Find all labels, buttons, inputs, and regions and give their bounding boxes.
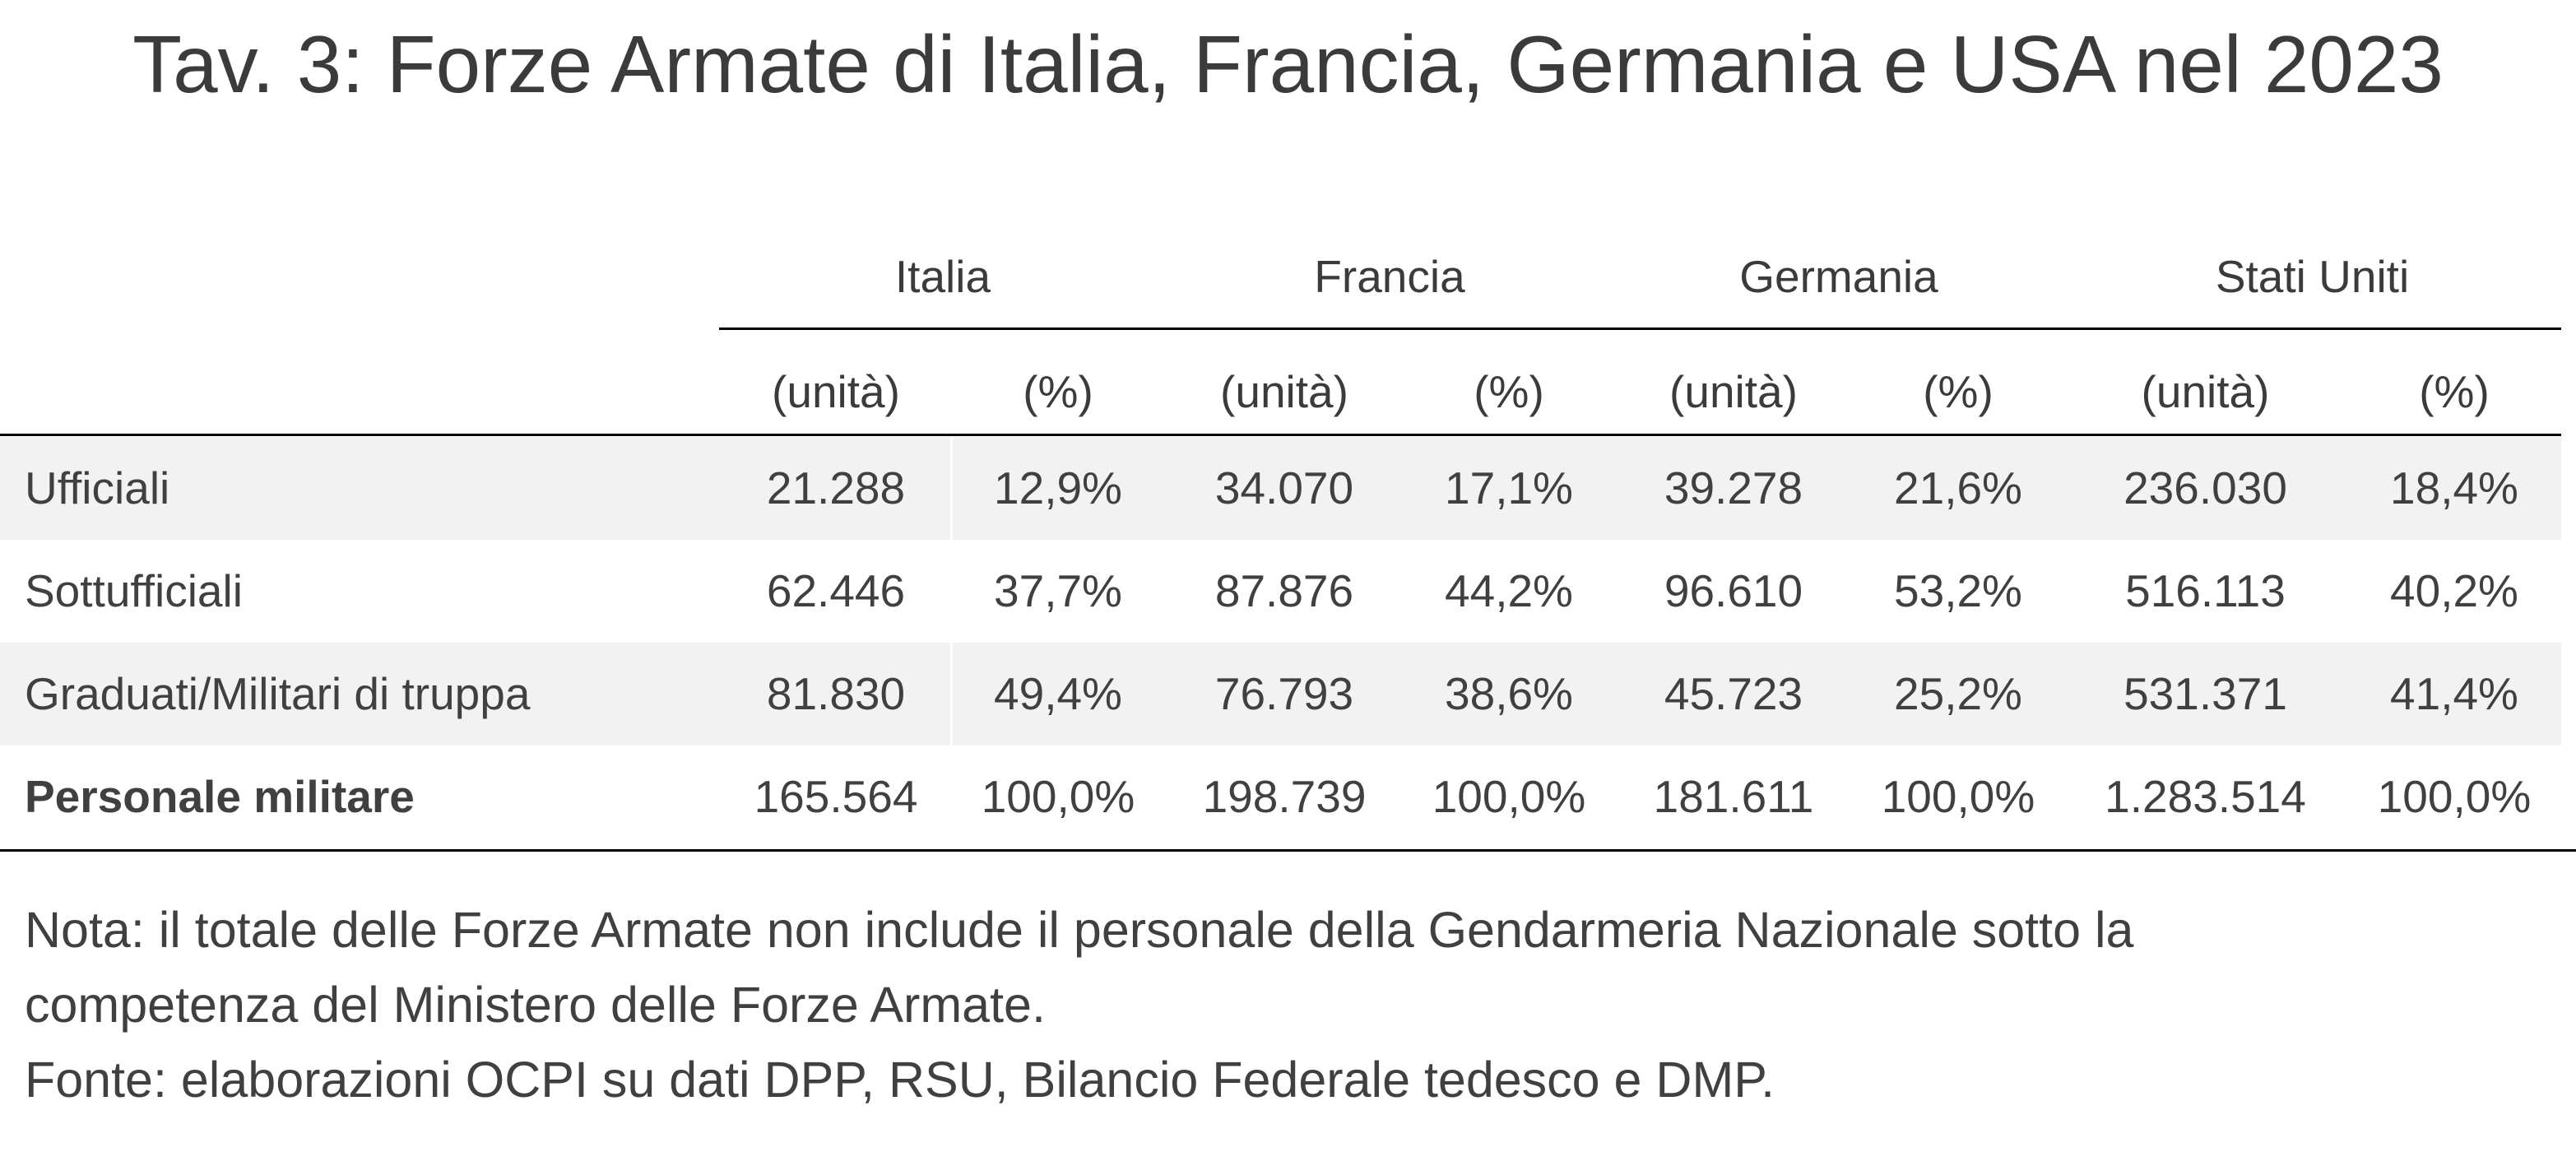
country-header-italia: Italia bbox=[894, 251, 991, 302]
cell-francia-units: 198.739 bbox=[1202, 771, 1367, 822]
table-row-graduati: Graduati/Militari di truppa 81.830 49,4%… bbox=[0, 643, 2561, 746]
column-separator bbox=[950, 643, 953, 746]
cell-francia-units: 34.070 bbox=[1214, 462, 1354, 513]
cell-francia-units: 87.876 bbox=[1214, 565, 1354, 616]
table-bottom-rule bbox=[0, 849, 2576, 852]
cell-francia-pct: 17,1% bbox=[1445, 462, 1573, 513]
country-header-stati-uniti: Stati Uniti bbox=[2215, 251, 2410, 302]
country-header-francia: Francia bbox=[1314, 251, 1465, 302]
row-label: Graduati/Militari di truppa bbox=[25, 668, 531, 719]
table-row-sottufficiali: Sottufficiali 62.446 37,7% 87.876 44,2% … bbox=[0, 540, 2561, 643]
cell-usa-pct: 100,0% bbox=[2377, 771, 2532, 822]
header-rule bbox=[719, 327, 2561, 330]
cell-italia-units: 62.446 bbox=[766, 565, 906, 616]
page-title: Tav. 3: Forze Armate di Italia, Francia,… bbox=[132, 19, 2444, 109]
subheader-germania-pct: (%) bbox=[1923, 366, 1993, 417]
cell-francia-pct: 44,2% bbox=[1445, 565, 1573, 616]
cell-germania-pct: 21,6% bbox=[1894, 462, 2022, 513]
cell-germania-units: 45.723 bbox=[1664, 668, 1803, 719]
cell-italia-pct: 100,0% bbox=[981, 771, 1135, 822]
source-line: Fonte: elaborazioni OCPI su dati DPP, RS… bbox=[25, 1052, 1775, 1108]
cell-italia-pct: 12,9% bbox=[994, 462, 1122, 513]
cell-germania-pct: 100,0% bbox=[1881, 771, 2035, 822]
subheader-germania-units: (unità) bbox=[1669, 366, 1798, 417]
cell-francia-pct: 100,0% bbox=[1432, 771, 1586, 822]
cell-germania-units: 96.610 bbox=[1664, 565, 1803, 616]
cell-germania-pct: 25,2% bbox=[1894, 668, 2022, 719]
cell-francia-units: 76.793 bbox=[1214, 668, 1354, 719]
note-line: competenza del Ministero delle Forze Arm… bbox=[25, 977, 1046, 1033]
cell-usa-units: 516.113 bbox=[2125, 565, 2286, 616]
cell-germania-pct: 53,2% bbox=[1894, 565, 2022, 616]
cell-germania-units: 181.611 bbox=[1653, 771, 1814, 822]
cell-usa-units: 236.030 bbox=[2123, 462, 2287, 513]
cell-italia-units: 165.564 bbox=[754, 771, 918, 822]
cell-usa-units: 1.283.514 bbox=[2105, 771, 2306, 822]
subheader-rule bbox=[0, 434, 2561, 436]
subheader-francia-units: (unità) bbox=[1220, 366, 1348, 417]
subheader-italia-pct: (%) bbox=[1023, 366, 1093, 417]
cell-francia-pct: 38,6% bbox=[1445, 668, 1573, 719]
note-line: Nota: il totale delle Forze Armate non i… bbox=[25, 902, 2134, 958]
row-label: Sottufficiali bbox=[25, 565, 243, 616]
cell-usa-pct: 41,4% bbox=[2390, 668, 2518, 719]
subheader-usa-units: (unità) bbox=[2141, 366, 2270, 417]
cell-germania-units: 39.278 bbox=[1664, 462, 1803, 513]
cell-italia-units: 21.288 bbox=[766, 462, 906, 513]
table-row-personale-militare: Personale militare 165.564 100,0% 198.73… bbox=[0, 746, 2561, 848]
subheader-francia-pct: (%) bbox=[1474, 366, 1544, 417]
row-label: Ufficiali bbox=[25, 462, 170, 513]
cell-usa-units: 531.371 bbox=[2123, 668, 2287, 719]
subheader-italia-units: (unità) bbox=[772, 366, 900, 417]
column-separator bbox=[950, 437, 953, 540]
cell-usa-pct: 40,2% bbox=[2390, 565, 2518, 616]
cell-italia-pct: 37,7% bbox=[994, 565, 1122, 616]
cell-italia-pct: 49,4% bbox=[994, 668, 1122, 719]
cell-usa-pct: 18,4% bbox=[2390, 462, 2518, 513]
table-notes: Nota: il totale delle Forze Armate non i… bbox=[25, 893, 2559, 1117]
table-row-ufficiali: Ufficiali 21.288 12,9% 34.070 17,1% 39.2… bbox=[0, 437, 2561, 540]
subheader-usa-pct: (%) bbox=[2419, 366, 2490, 417]
cell-italia-units: 81.830 bbox=[766, 668, 906, 719]
row-label-total: Personale militare bbox=[25, 771, 415, 822]
country-header-germania: Germania bbox=[1739, 251, 1938, 302]
